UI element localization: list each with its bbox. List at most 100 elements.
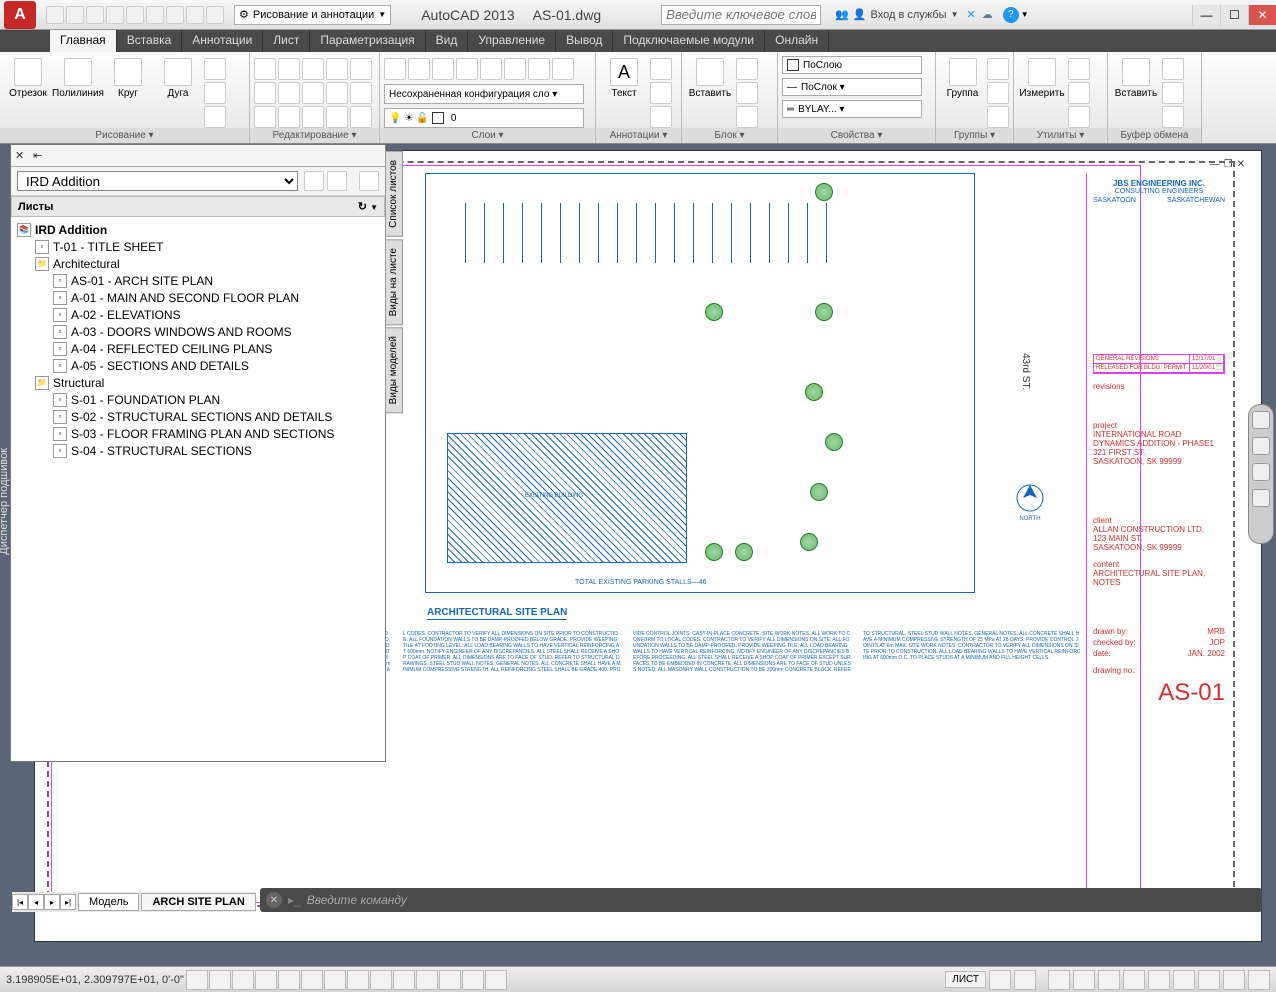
zoom-icon[interactable] [1252, 463, 1270, 481]
tree-row[interactable]: ▫S-03 - FLOOR FRAMING PLAN AND SECTIONS [11, 425, 385, 442]
erase-icon[interactable] [326, 58, 348, 80]
panel-annot-title[interactable]: Аннотации ▾ [596, 128, 681, 143]
group-button[interactable]: Группа [940, 54, 985, 99]
group-edit-icon[interactable] [987, 82, 1009, 104]
layout-prev-icon[interactable]: ◂ [28, 894, 44, 910]
sheet-tree[interactable]: 📚IRD Addition▫T-01 - TITLE SHEET📁Archite… [11, 217, 385, 761]
layer-match-icon[interactable] [528, 58, 550, 80]
pan-icon[interactable] [1252, 437, 1270, 455]
join-icon[interactable] [350, 106, 372, 128]
fillet-icon[interactable] [302, 82, 324, 104]
panel-clip-title[interactable]: Буфер обмена [1108, 128, 1201, 143]
orbit-icon[interactable] [1252, 489, 1270, 507]
grid-toggle-icon[interactable] [209, 970, 231, 990]
layout-last-icon[interactable]: ▸| [60, 894, 76, 910]
annoauto-icon[interactable] [1098, 970, 1120, 990]
cmdline-close-icon[interactable]: ✕ [266, 892, 282, 908]
layer-state-combo[interactable]: Несохраненная конфигурация сло ▾ [384, 84, 584, 104]
table-icon[interactable] [650, 106, 672, 128]
coordinates-readout[interactable]: 3.198905E+01, 2.309797E+01, 0'-0" [6, 974, 186, 986]
block-attr-icon[interactable] [736, 106, 758, 128]
palette-close-icon[interactable]: ✕ [15, 149, 29, 162]
polyline-button[interactable]: Полилиния [54, 54, 102, 99]
tab-home[interactable]: Главная [50, 30, 117, 52]
mdi-close-icon[interactable]: ✕ [1237, 159, 1245, 170]
infocenter-search[interactable] [661, 5, 821, 25]
group-select-icon[interactable] [987, 106, 1009, 128]
exchange-icon[interactable]: ✕ [967, 8, 976, 21]
qat-redo-icon[interactable] [166, 6, 184, 24]
trim-icon[interactable] [302, 58, 324, 80]
offset-icon[interactable] [350, 82, 372, 104]
layout-next-icon[interactable]: ▸ [44, 894, 60, 910]
tree-row[interactable]: ▫S-02 - STRUCTURAL SECTIONS AND DETAILS [11, 408, 385, 425]
tree-row[interactable]: ▫A-02 - ELEVATIONS [11, 306, 385, 323]
panel-modify-title[interactable]: Редактирование ▾ [250, 128, 379, 143]
steering-wheel-icon[interactable] [1252, 411, 1270, 429]
rotate-icon[interactable] [278, 58, 300, 80]
layer-off-icon[interactable] [480, 58, 502, 80]
tab-model[interactable]: Модель [78, 893, 139, 911]
layer-iso-icon[interactable] [456, 58, 478, 80]
tab-layout[interactable]: Лист [263, 30, 310, 52]
panel-groups-title[interactable]: Группы ▾ [936, 128, 1013, 143]
cut-icon[interactable] [1162, 58, 1184, 80]
help-icon[interactable]: ? [1003, 7, 1019, 23]
clean-screen-icon[interactable] [1223, 970, 1245, 990]
ws-switch-icon[interactable] [1123, 970, 1145, 990]
explode-icon[interactable] [350, 58, 372, 80]
stretch-icon[interactable] [254, 106, 276, 128]
mirror-icon[interactable] [278, 82, 300, 104]
layer-lock-icon[interactable] [432, 58, 454, 80]
annovis-icon[interactable] [1073, 970, 1095, 990]
tree-row[interactable]: 📁Structural [11, 374, 385, 391]
dim-icon[interactable] [650, 58, 672, 80]
palette-publish-icon[interactable] [327, 171, 347, 191]
qat-save-icon[interactable] [86, 6, 104, 24]
polar-toggle-icon[interactable] [255, 970, 277, 990]
linetype-combo[interactable]: ═BYLAY... ▾ [782, 100, 922, 118]
tree-row[interactable]: ▫S-01 - FOUNDATION PLAN [11, 391, 385, 408]
status-extra-2-icon[interactable] [1014, 970, 1036, 990]
circle-button[interactable]: Круг [104, 54, 152, 99]
tab-output[interactable]: Вывод [556, 30, 613, 52]
panel-utils-title[interactable]: Утилиты ▾ [1014, 128, 1107, 143]
dyn-toggle-icon[interactable] [370, 970, 392, 990]
status-menu-icon[interactable] [1248, 970, 1270, 990]
tree-row[interactable]: ▫A-05 - SECTIONS AND DETAILS [11, 357, 385, 374]
tab-manage[interactable]: Управление [468, 30, 556, 52]
tree-row[interactable]: ▫AS-01 - ARCH SITE PLAN [11, 272, 385, 289]
match-icon[interactable] [1162, 106, 1184, 128]
maximize-button[interactable]: ☐ [1220, 5, 1248, 25]
app-menu-button[interactable]: A [4, 1, 36, 29]
array-icon[interactable] [326, 82, 348, 104]
copy-icon[interactable] [254, 82, 276, 104]
move-icon[interactable] [254, 58, 276, 80]
vtab-model-views[interactable]: Виды моделей [385, 327, 403, 413]
panel-props-title[interactable]: Свойства ▾ [778, 128, 935, 143]
minimize-button[interactable]: — [1192, 5, 1220, 25]
layer-prop-icon[interactable] [384, 58, 406, 80]
block-create-icon[interactable] [736, 58, 758, 80]
qat-more-icon[interactable] [206, 6, 224, 24]
command-line[interactable]: ✕ ▸_ Введите команду [260, 888, 1262, 912]
util-3-icon[interactable] [1068, 106, 1090, 128]
3dosnap-toggle-icon[interactable] [301, 970, 323, 990]
tree-row[interactable]: ▫A-01 - MAIN AND SECOND FLOOR PLAN [11, 289, 385, 306]
tpy-toggle-icon[interactable] [416, 970, 438, 990]
tree-row[interactable]: ▫T-01 - TITLE SHEET [11, 238, 385, 255]
sign-in-button[interactable]: 👥 👤 Вход в службы ▼ [835, 8, 958, 21]
isolate-icon[interactable] [1198, 970, 1220, 990]
insert-button[interactable]: Вставить [686, 54, 734, 99]
tree-row[interactable]: 📚IRD Addition [11, 221, 385, 238]
panel-layers-title[interactable]: Слои ▾ [380, 128, 595, 143]
paste-button[interactable]: Вставить [1112, 54, 1160, 99]
tree-row[interactable]: ▫S-04 - STRUCTURAL SECTIONS [11, 442, 385, 459]
break-icon[interactable] [326, 106, 348, 128]
snap-toggle-icon[interactable] [186, 970, 208, 990]
palette-pin-icon[interactable]: ⇤ [33, 149, 47, 162]
otrack-toggle-icon[interactable] [324, 970, 346, 990]
annoscale-icon[interactable] [1048, 970, 1070, 990]
model-paper-toggle[interactable]: ЛИСТ [945, 971, 986, 988]
panel-draw-title[interactable]: Рисование ▾ [0, 128, 249, 143]
